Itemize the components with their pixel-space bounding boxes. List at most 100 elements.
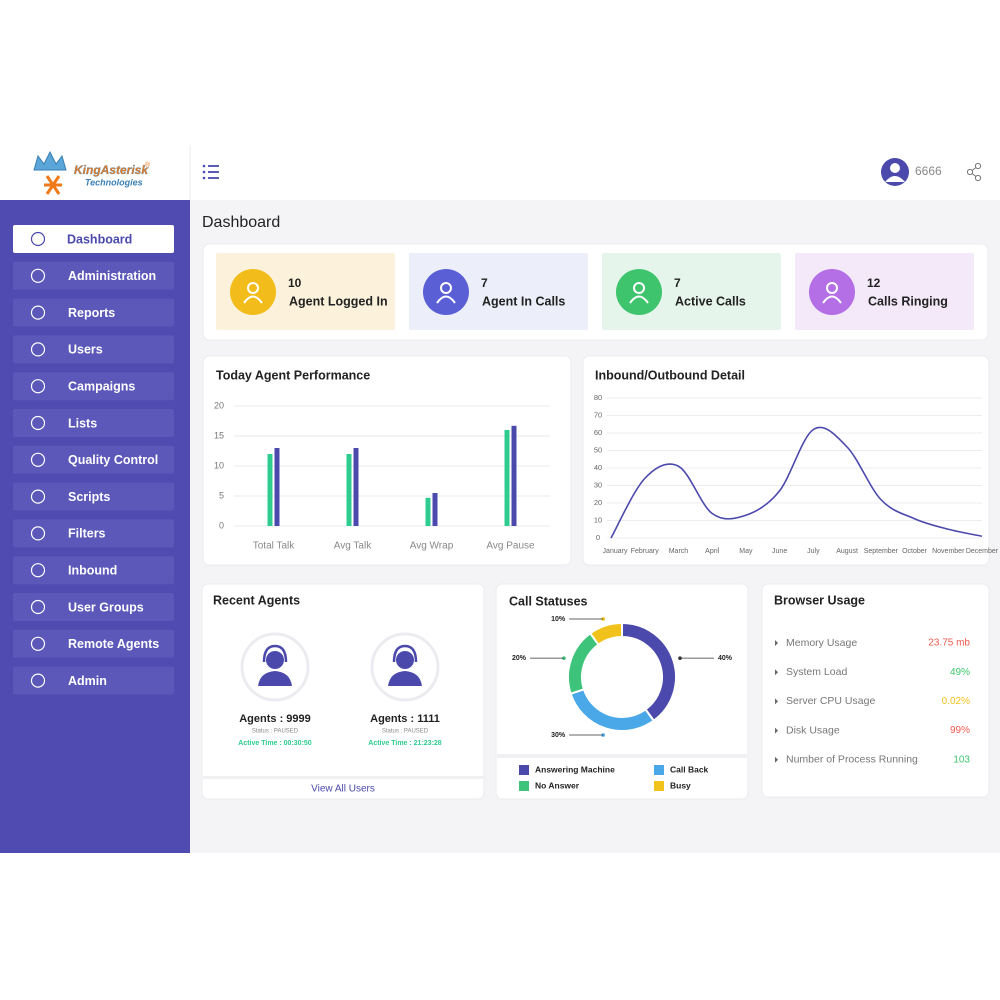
x-tick-label: February xyxy=(631,548,660,555)
agent-name: Agents : 1111 xyxy=(370,713,440,725)
y-tick-label: 0 xyxy=(219,520,224,530)
bullet xyxy=(775,727,778,734)
nav-label[interactable]: Quality Control xyxy=(68,453,158,467)
nav-item[interactable] xyxy=(13,445,174,474)
menu-dot xyxy=(202,164,206,168)
nav-label[interactable]: Remote Agents xyxy=(68,637,159,651)
nav-item[interactable] xyxy=(13,372,174,401)
nav-item[interactable] xyxy=(13,593,174,621)
stat-icon-glyph xyxy=(247,282,259,294)
nav-label[interactable]: Users xyxy=(68,343,103,357)
logo-tagline: Technologies xyxy=(85,177,143,187)
usage-label: Server CPU Usage xyxy=(786,695,875,707)
legend-swatch xyxy=(654,765,664,775)
nav-icon xyxy=(30,452,46,467)
legend-label: Call Back xyxy=(670,764,709,774)
x-tick-label: May xyxy=(739,548,753,555)
bar xyxy=(504,430,510,526)
stat-icon-glyph xyxy=(826,282,838,294)
nav-item[interactable] xyxy=(13,556,174,585)
y-tick-label: 30 xyxy=(594,480,602,489)
stat-value: 12 xyxy=(867,276,881,290)
y-tick-label: 0 xyxy=(596,533,600,542)
x-tick-label: July xyxy=(807,548,820,555)
chart-title: Today Agent Performance xyxy=(216,368,370,382)
bar xyxy=(353,448,359,526)
usage-label: Disk Usage xyxy=(786,724,840,736)
nav-item[interactable] xyxy=(13,666,174,695)
view-all-link[interactable]: View All Users xyxy=(311,784,375,795)
agent-head xyxy=(266,651,284,669)
y-tick-label: 70 xyxy=(594,410,602,419)
bar xyxy=(425,497,431,526)
logo-registered: ® xyxy=(145,161,151,169)
y-tick-label: 10 xyxy=(594,515,602,524)
nav-item[interactable] xyxy=(13,261,174,290)
share-node[interactable] xyxy=(974,162,982,170)
nav-item[interactable] xyxy=(13,298,174,327)
usage-value: 49% xyxy=(950,667,970,678)
card-title: Browser Usage xyxy=(774,593,865,607)
nav-icon xyxy=(30,379,46,394)
bar xyxy=(432,493,438,526)
usage-label: Number of Process Running xyxy=(786,754,918,766)
nav-icon xyxy=(30,599,46,615)
nav-label[interactable]: Reports xyxy=(68,306,115,320)
nav-label[interactable]: Administration xyxy=(68,269,156,283)
nav-icon xyxy=(30,268,46,283)
bar xyxy=(346,454,352,526)
stat-label: Agent In Calls xyxy=(482,294,565,308)
legend-label: Answering Machine xyxy=(535,764,615,774)
bar xyxy=(274,448,280,526)
x-tick-label: August xyxy=(836,548,858,555)
x-tick-label: March xyxy=(669,548,689,555)
chart-card xyxy=(495,583,749,800)
nav-item[interactable] xyxy=(13,409,174,437)
bullet xyxy=(775,640,778,646)
nav-item[interactable] xyxy=(13,225,174,253)
usage-label: Memory Usage xyxy=(786,637,857,649)
x-tick-label: December xyxy=(966,548,999,555)
y-tick-label: 5 xyxy=(219,490,224,500)
stat-icon-glyph xyxy=(822,295,842,304)
nav-icon xyxy=(30,342,46,357)
stat-label: Active Calls xyxy=(675,294,746,308)
nav-label[interactable]: Inbound xyxy=(68,563,117,577)
menu-dot xyxy=(202,176,206,180)
x-tick-label: October xyxy=(902,548,928,555)
nav-label[interactable]: Lists xyxy=(68,416,97,430)
y-tick-label: 40 xyxy=(594,463,602,472)
nav-icon xyxy=(30,305,46,320)
nav-item[interactable] xyxy=(13,629,174,658)
stat-label: Calls Ringing xyxy=(868,294,948,308)
nav-item[interactable] xyxy=(13,482,174,511)
legend-swatch xyxy=(519,781,529,791)
share-node[interactable] xyxy=(974,174,982,182)
nav-item[interactable] xyxy=(13,335,174,364)
agent-body xyxy=(258,671,292,686)
nav-item[interactable] xyxy=(13,519,174,548)
legend-divider xyxy=(497,754,747,758)
user-avatar-head xyxy=(890,163,900,173)
nav-label[interactable]: User Groups xyxy=(68,600,144,614)
agent-body xyxy=(388,671,422,686)
y-tick-label: 50 xyxy=(594,445,602,454)
nav-label[interactable]: Campaigns xyxy=(68,379,135,393)
usage-value: 0.02% xyxy=(942,696,970,707)
stat-icon-glyph xyxy=(633,282,645,294)
stat-value: 7 xyxy=(481,276,488,290)
stat-icon-glyph xyxy=(436,295,456,304)
nav-label[interactable]: Admin xyxy=(68,674,107,688)
nav-label[interactable]: Filters xyxy=(68,527,106,541)
x-tick-label: Avg Talk xyxy=(334,541,372,552)
nav-label[interactable]: Scripts xyxy=(68,490,110,504)
share-node[interactable] xyxy=(966,168,974,176)
usage-value: 103 xyxy=(953,754,970,765)
nav-label[interactable]: Dashboard xyxy=(67,232,132,246)
x-tick-label: Avg Wrap xyxy=(410,541,454,552)
card-title: Recent Agents xyxy=(213,593,300,607)
nav-icon xyxy=(30,636,46,651)
stat-value: 7 xyxy=(674,276,681,290)
